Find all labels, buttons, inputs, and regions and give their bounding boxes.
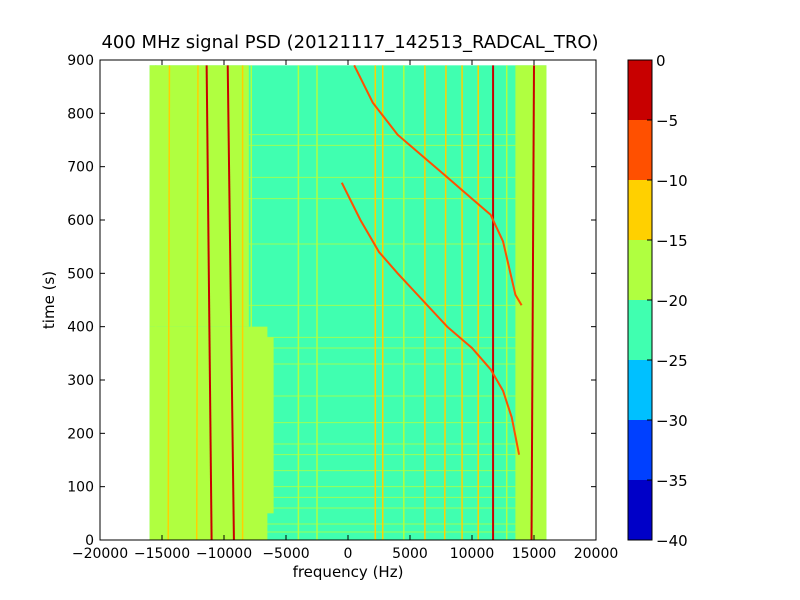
colorbar-tick-label-6: −30 — [656, 412, 688, 430]
heatmap-curve-0 — [353, 64, 523, 306]
y-tick-label-9: 900 — [67, 53, 94, 69]
colorbar-band-2 — [628, 360, 652, 420]
y-tick-label-0: 0 — [85, 533, 94, 549]
colorbar-band-6 — [628, 120, 652, 180]
y-tick-label-7: 700 — [67, 160, 94, 176]
y-tick-label-4: 400 — [67, 320, 94, 336]
heatmap-line-18 — [530, 65, 535, 541]
colorbar: 0 −5 −10 −15 −20 −25 −30 −35 −40 — [627, 52, 688, 550]
colorbar-tick-label-4: −20 — [656, 292, 688, 310]
heatmap-line-3 — [205, 65, 213, 541]
heatmap-region-0 — [149, 65, 249, 327]
plot-area: −20000 −15000 −10000 −5000 0 5000 10000 15000 20… — [67, 53, 618, 562]
x-tick-label-7: 15000 — [512, 546, 557, 562]
x-tick-label-8: 20000 — [574, 546, 619, 562]
colorbar-tick-label-3: −15 — [656, 232, 688, 250]
colorbar-tick-label-1: −5 — [656, 112, 678, 130]
heatmap-line-2 — [195, 65, 199, 541]
colorbar-band-0 — [628, 480, 652, 540]
x-tick-label-3: −5000 — [262, 546, 309, 562]
colorbar-tick-label-0: 0 — [656, 52, 666, 70]
colorbar-band-7 — [628, 60, 652, 120]
colorbar-tick-label-7: −35 — [656, 472, 688, 490]
y-tick-label-2: 200 — [67, 426, 94, 442]
x-tick-label-4: 0 — [344, 546, 353, 562]
heatmap-region-2 — [255, 337, 274, 514]
x-tick-label-1: −15000 — [134, 546, 190, 562]
y-tick-label-5: 500 — [67, 266, 94, 282]
colorbar-tick-label-2: −10 — [656, 172, 688, 190]
x-tick-label-6: 10000 — [450, 546, 495, 562]
x-tick-label-2: −10000 — [196, 546, 252, 562]
heatmap-curve-1 — [340, 182, 521, 455]
y-tick-label-6: 600 — [67, 213, 94, 229]
colorbar-band-4 — [628, 240, 652, 300]
colorbar-band-3 — [628, 300, 652, 360]
y-tick-label-1: 100 — [67, 480, 94, 496]
y-axis: 0 100 200 300 400 500 600 700 800 900 — [67, 53, 596, 549]
colorbar-tick-label-5: −25 — [656, 352, 688, 370]
heatmap-line-1 — [167, 65, 171, 541]
colorbar-band-1 — [628, 420, 652, 480]
heatmap-line-13 — [443, 65, 447, 541]
x-tick-label-0: −20000 — [72, 546, 128, 562]
y-axis-label: time (s) — [40, 271, 58, 329]
colorbar-band-5 — [628, 180, 652, 240]
x-tick-label-5: 5000 — [392, 546, 428, 562]
y-tick-label-8: 800 — [67, 106, 94, 122]
x-axis: −20000 −15000 −10000 −5000 0 5000 10000 15000 20… — [72, 60, 618, 562]
y-tick-label-3: 300 — [67, 373, 94, 389]
heatmap-line-4 — [226, 65, 235, 541]
x-axis-label: frequency (Hz) — [293, 563, 404, 581]
colorbar-tick-label-8: −40 — [656, 532, 688, 550]
chart-title: 400 MHz signal PSD (20121117_142513_RADC… — [101, 32, 598, 53]
heatmap-layer — [149, 64, 547, 541]
